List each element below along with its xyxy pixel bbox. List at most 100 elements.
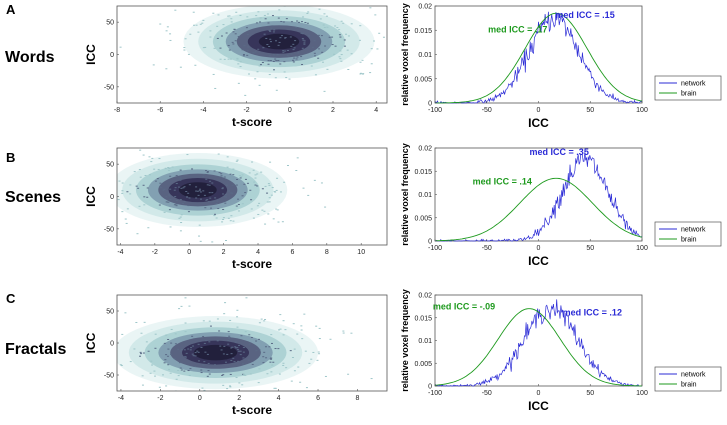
scatter-point bbox=[361, 59, 364, 61]
scatter-point bbox=[228, 15, 231, 17]
scatter-point bbox=[192, 355, 195, 357]
scatter-point bbox=[249, 189, 252, 191]
scatter-point bbox=[342, 330, 345, 332]
scatter-point bbox=[169, 39, 172, 41]
scatter-point bbox=[301, 338, 304, 340]
scatter-point bbox=[237, 210, 240, 212]
scatter-point bbox=[236, 347, 239, 349]
scatter-point bbox=[199, 188, 202, 190]
scatter-point bbox=[119, 46, 122, 48]
scatter-point bbox=[315, 325, 318, 327]
scatter-point bbox=[345, 33, 348, 35]
y-tick-label: 50 bbox=[106, 162, 114, 169]
scatter-point bbox=[334, 45, 337, 47]
x-tick-label: -100 bbox=[428, 107, 442, 114]
x-tick-label: 2 bbox=[237, 395, 241, 402]
scatter-point bbox=[150, 360, 153, 362]
scatter-point bbox=[133, 171, 136, 173]
scatter-point bbox=[182, 203, 185, 205]
scatter-point bbox=[175, 205, 178, 207]
scatter-point bbox=[219, 345, 222, 347]
scatter-point bbox=[282, 362, 285, 364]
scatter-point bbox=[256, 205, 259, 207]
scatter-point bbox=[147, 350, 150, 352]
scatter-point bbox=[242, 55, 245, 57]
scatter-point bbox=[272, 218, 275, 220]
scatter-point bbox=[360, 72, 363, 74]
scatter-point bbox=[292, 323, 295, 325]
series-line-network bbox=[434, 152, 643, 242]
scatter-point bbox=[283, 71, 286, 73]
x-axis-label: t-score bbox=[232, 115, 272, 129]
scatter-point bbox=[193, 24, 196, 26]
scatter-point bbox=[268, 346, 271, 348]
scatter-point bbox=[175, 203, 178, 205]
scatter-point bbox=[196, 190, 199, 192]
scatter-point bbox=[163, 211, 166, 213]
scatter-point bbox=[232, 357, 235, 359]
scatter-point bbox=[206, 375, 209, 377]
scatter-point bbox=[169, 33, 172, 35]
scatter-point bbox=[293, 47, 296, 49]
x-axis-label: t-score bbox=[232, 257, 272, 271]
scatter-point bbox=[229, 173, 232, 175]
scatter-point bbox=[204, 170, 207, 172]
scatter-point bbox=[275, 208, 278, 210]
scatter-point bbox=[307, 11, 310, 13]
scatter-point bbox=[282, 320, 285, 322]
scatter-point bbox=[263, 351, 266, 353]
x-tick-label: 0 bbox=[537, 390, 541, 397]
scatter-point bbox=[317, 34, 320, 36]
scatter-point bbox=[143, 204, 146, 206]
scatter-point bbox=[359, 25, 362, 27]
x-tick-label: -2 bbox=[152, 249, 158, 256]
scatter-point bbox=[259, 64, 262, 66]
scatter-point bbox=[278, 41, 281, 43]
scatter-point bbox=[272, 61, 275, 63]
scatter-point bbox=[267, 63, 270, 65]
scatter-point bbox=[343, 45, 346, 47]
scatter-point bbox=[274, 58, 277, 60]
scatter-point bbox=[178, 217, 181, 219]
scatter-point bbox=[199, 191, 202, 193]
scatter-point bbox=[339, 36, 342, 38]
x-tick-label: 100 bbox=[636, 107, 648, 114]
scatter-point bbox=[195, 186, 198, 188]
scatter-point bbox=[258, 202, 261, 204]
scatter-point bbox=[187, 370, 190, 372]
scatter-point bbox=[265, 398, 267, 399]
median-annotation-brain: med ICC = -.09 bbox=[433, 302, 495, 312]
median-annotation-brain: med ICC = .17 bbox=[488, 25, 547, 35]
scatter-point bbox=[255, 15, 258, 17]
scatter-point bbox=[293, 370, 296, 372]
scatter-point bbox=[149, 174, 152, 176]
scatter-point bbox=[246, 16, 249, 18]
y-tick-label: 0.02 bbox=[418, 4, 432, 11]
scatter-point bbox=[167, 169, 170, 171]
scatter-point bbox=[278, 9, 281, 11]
scatter-point bbox=[208, 192, 211, 194]
scatter-point bbox=[296, 333, 299, 335]
scatter-point bbox=[165, 354, 168, 356]
scatter-point bbox=[237, 350, 240, 352]
scatter-point bbox=[158, 186, 161, 188]
scatter-point bbox=[169, 188, 172, 190]
scatter-point bbox=[290, 21, 293, 23]
scatter-point bbox=[318, 8, 321, 10]
scatter-point bbox=[236, 159, 239, 161]
scatter-point bbox=[121, 211, 124, 213]
scatter-point bbox=[316, 359, 319, 361]
scatter-point bbox=[211, 192, 214, 194]
scatter-chart-c: -4 -2 0 2 4 6 8 50 0 -50 t-score ICC bbox=[84, 294, 388, 417]
scatter-point bbox=[208, 320, 211, 322]
scatter-point bbox=[318, 353, 321, 355]
scatter-point bbox=[177, 369, 180, 371]
scatter-point bbox=[264, 318, 267, 320]
scatter-point bbox=[276, 54, 279, 56]
scatter-point bbox=[310, 358, 313, 360]
scatter-point bbox=[258, 349, 261, 351]
scatter-point bbox=[183, 370, 186, 372]
x-tick-label: 4 bbox=[374, 107, 378, 114]
scatter-point bbox=[144, 175, 147, 177]
scatter-point bbox=[229, 319, 232, 321]
